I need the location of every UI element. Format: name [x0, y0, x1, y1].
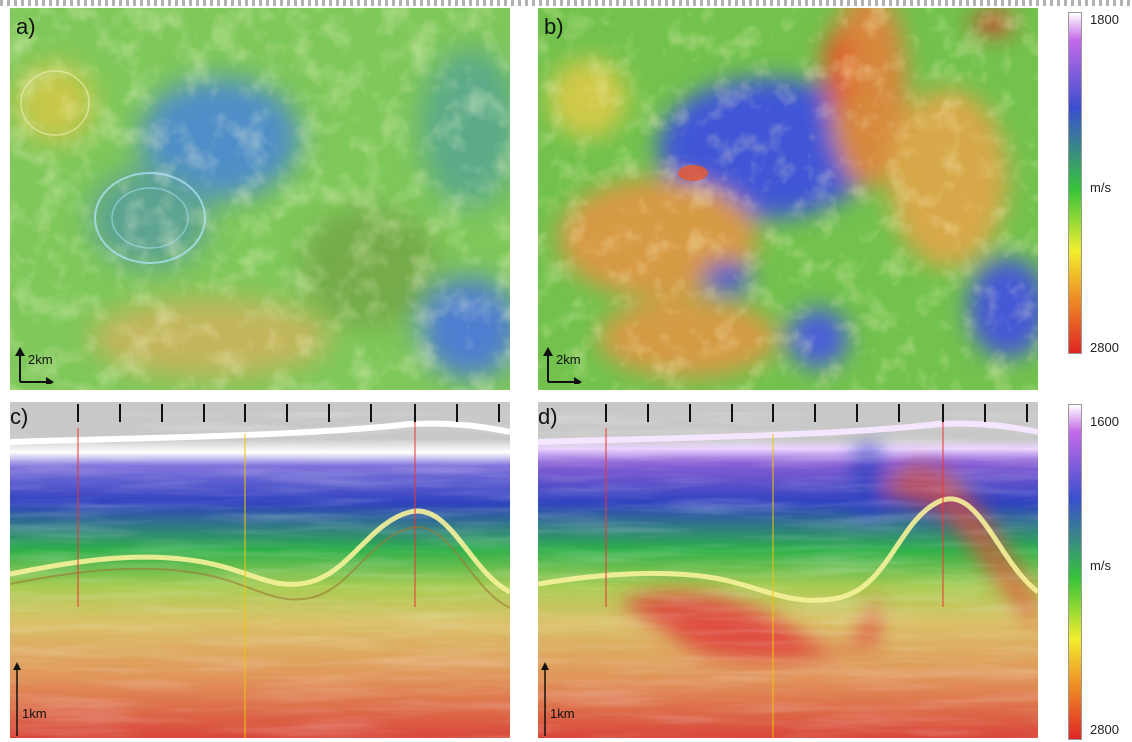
panel-c-label: c)	[10, 404, 29, 429]
colorbar-top	[1068, 12, 1082, 354]
colorbar-bottom	[1068, 404, 1082, 740]
panel-a-label: a)	[16, 14, 36, 39]
panel-c-scale-label: 1km	[22, 706, 47, 721]
panel-b-depth-slice: b) 2km	[538, 8, 1038, 390]
panel-d-seismic-section: d) 1km	[538, 402, 1038, 738]
panel-d-label: d)	[538, 404, 558, 429]
panel-d-scale-label: 1km	[550, 706, 575, 721]
panel-c-seismic-section: c) 1km	[10, 402, 510, 738]
panel-a-depth-slice: a) 2km	[10, 8, 510, 390]
panel-b-scale-label: 2km	[556, 352, 581, 367]
panel-a-scale-label: 2km	[28, 352, 53, 367]
colorbar-bottom-min: 2800	[1090, 722, 1119, 737]
colorbar-top-min: 2800	[1090, 340, 1119, 355]
colorbar-top-max: 1800	[1090, 12, 1119, 27]
scale-arrows-icon	[543, 347, 582, 384]
scale-arrows-icon	[15, 347, 54, 384]
colorbar-top-unit: m/s	[1090, 180, 1111, 195]
colorbar-bottom-max: 1600	[1090, 414, 1119, 429]
cropped-caption-strip	[0, 0, 1132, 6]
panel-b-label: b)	[544, 14, 564, 39]
colorbar-bottom-unit: m/s	[1090, 558, 1111, 573]
scale-arrows-icon	[541, 662, 549, 736]
scale-arrows-icon	[13, 662, 21, 736]
